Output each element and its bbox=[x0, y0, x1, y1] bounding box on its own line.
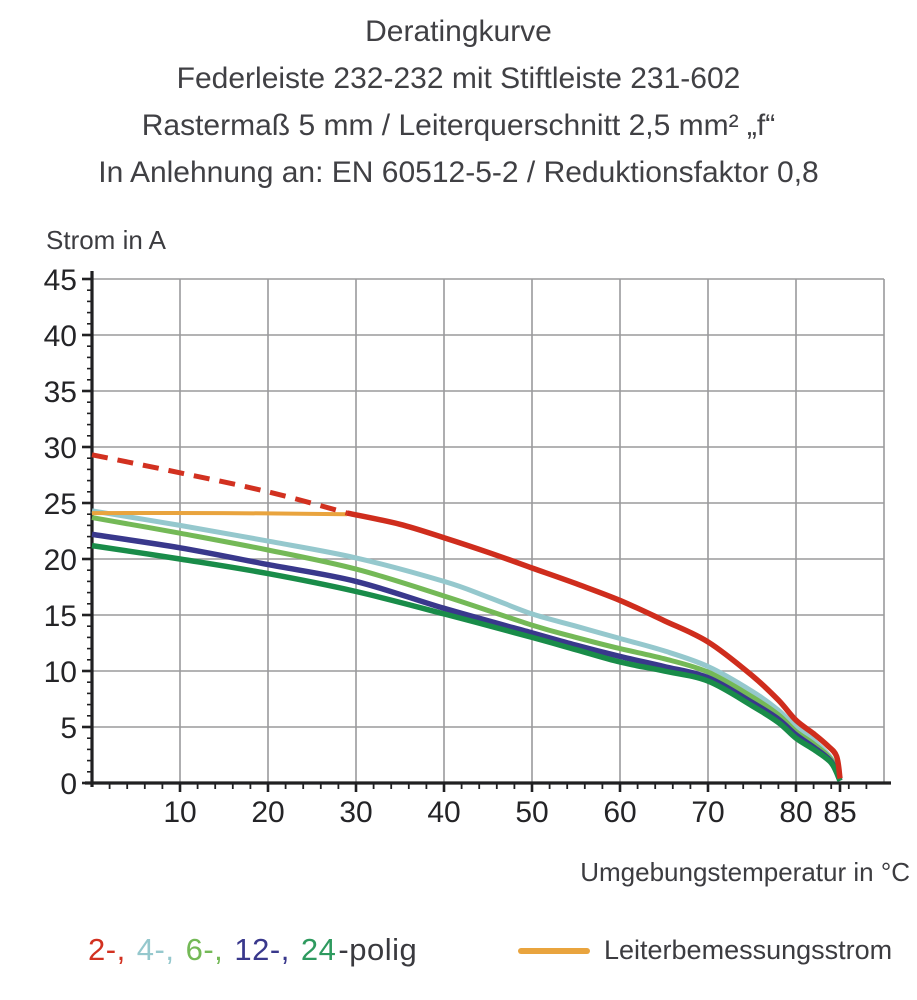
legend-pole-item: 12-, bbox=[234, 932, 299, 967]
rated-current-line-swatch bbox=[518, 947, 590, 954]
y-tick-label: 40 bbox=[44, 320, 77, 353]
y-tick-label: 0 bbox=[60, 768, 77, 801]
x-axis-title: Umgebungstemperatur in °C bbox=[580, 857, 910, 887]
y-tick-label: 25 bbox=[44, 488, 77, 521]
y-tick-labels: 0 5 10 15 20 25 30 35 40 45 bbox=[44, 264, 77, 801]
y-tick-label: 30 bbox=[44, 432, 77, 465]
x-tick-label: 60 bbox=[603, 796, 636, 829]
title-line-1: Deratingkurve bbox=[365, 15, 552, 48]
y-tick-label: 5 bbox=[60, 712, 77, 745]
legend-rated: Leiterbemessungsstrom bbox=[518, 935, 892, 966]
x-tick-label: 80 bbox=[779, 796, 812, 829]
title-line-2: Federleiste 232-232 mit Stiftleiste 231-… bbox=[176, 62, 741, 95]
x-tick-label: 50 bbox=[515, 796, 548, 829]
rated-current-label: Leiterbemessungsstrom bbox=[604, 935, 893, 965]
x-tick-label: 10 bbox=[163, 796, 196, 829]
legend-pole-item: -polig bbox=[338, 932, 418, 967]
legend-pole-item: 4-, bbox=[136, 932, 184, 967]
curve-leiterbemessungsstrom bbox=[91, 511, 348, 517]
curves bbox=[91, 452, 843, 783]
y-tick-label: 15 bbox=[44, 600, 77, 633]
legend-pole-item: 6-, bbox=[185, 932, 233, 967]
chart-title-block: Deratingkurve Federleiste 232-232 mit St… bbox=[0, 8, 917, 196]
curve-4-polig bbox=[91, 508, 843, 781]
y-axis-title: Strom in A bbox=[46, 225, 166, 255]
grid-lines bbox=[92, 278, 885, 783]
legend-poles: 2-, 4-, 6-, 12-, 24-polig bbox=[88, 932, 419, 968]
y-tick-label: 20 bbox=[44, 544, 77, 577]
title-line-4: In Anlehnung an: EN 60512-5-2 / Reduktio… bbox=[98, 156, 819, 189]
y-tick-label: 35 bbox=[44, 376, 77, 409]
curve-6-polig bbox=[91, 515, 843, 781]
x-tick-label: 40 bbox=[427, 796, 460, 829]
y-tick-label: 45 bbox=[44, 264, 77, 297]
axis-ticks bbox=[82, 277, 868, 792]
y-tick-label: 10 bbox=[44, 656, 77, 689]
curve-24-polig bbox=[91, 542, 843, 783]
title-line-3: Rastermaß 5 mm / Leiterquerschnitt 2,5 m… bbox=[141, 109, 776, 142]
legend-pole-item: 24 bbox=[300, 932, 337, 967]
curve-2-polig-oberhalb-leiterbemessungsstrom- bbox=[91, 452, 348, 516]
x-tick-label: 70 bbox=[691, 796, 724, 829]
x-tick-label: 85 bbox=[823, 796, 856, 829]
x-tick-label: 30 bbox=[339, 796, 372, 829]
x-tick-labels: 10 20 30 40 50 60 70 80 85 bbox=[163, 796, 856, 829]
x-tick-label: 20 bbox=[251, 796, 284, 829]
legend-pole-item: 2-, bbox=[88, 932, 135, 967]
curve-2-polig bbox=[346, 510, 843, 779]
